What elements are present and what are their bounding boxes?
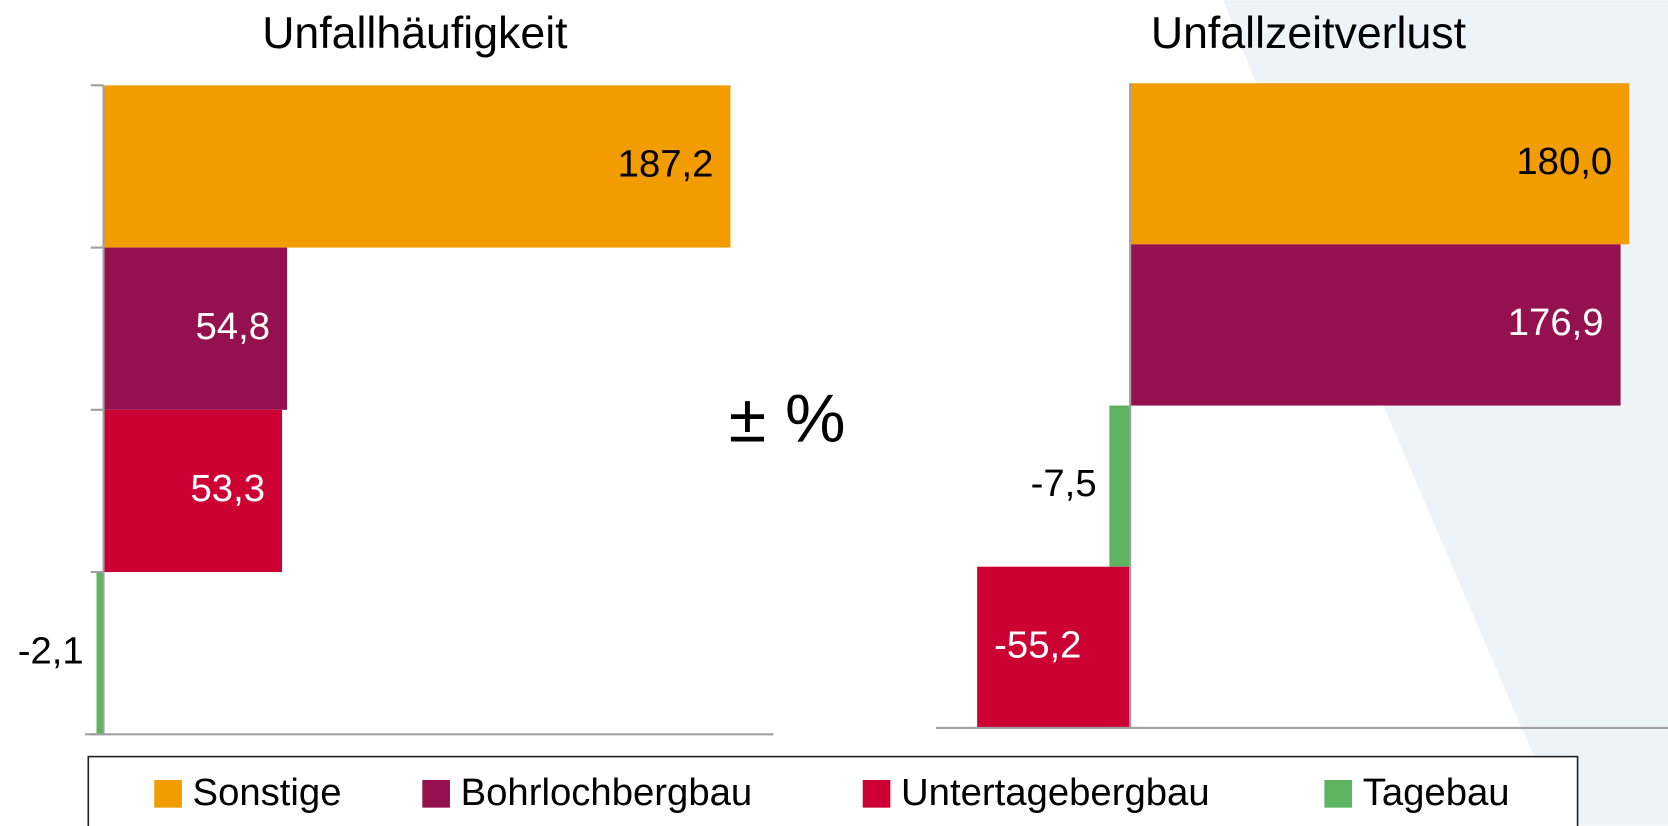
bar xyxy=(96,572,104,735)
charts: 187,2 54,8 53,3 -2,1 180,0 176,9 -7,5 -55,2 xyxy=(18,83,1668,736)
bar xyxy=(1109,405,1131,567)
bar xyxy=(977,566,1131,728)
legend-swatch xyxy=(1324,780,1353,808)
value-label: 187,2 xyxy=(618,143,714,186)
chart-title: Unfallzeitverlust xyxy=(1151,9,1467,58)
legend-label: Bohrlochbergbau xyxy=(461,771,753,814)
legend-swatch xyxy=(862,780,891,808)
value-label: 53,3 xyxy=(190,467,265,510)
value-label: 54,8 xyxy=(196,305,271,348)
legend-label: Sonstige xyxy=(193,771,342,814)
annotation: ± % xyxy=(729,381,846,457)
bar xyxy=(103,409,283,573)
value-label: -55,2 xyxy=(994,623,1081,666)
legend-swatch xyxy=(422,780,450,808)
bar xyxy=(1130,244,1621,406)
bar xyxy=(103,85,731,248)
legend: Sonstige Bohrlochbergbau Untertagebergbau T… xyxy=(154,771,1510,814)
bar xyxy=(1130,83,1630,245)
value-label: -7,5 xyxy=(1031,462,1097,505)
value-label: 176,9 xyxy=(1508,301,1604,344)
value-label: -2,1 xyxy=(18,629,84,672)
value-label: 180,0 xyxy=(1516,140,1612,183)
legend-label: Tagebau xyxy=(1363,771,1510,814)
bar xyxy=(103,247,288,410)
legend-swatch xyxy=(154,780,182,808)
legend-label: Untertagebergbau xyxy=(901,771,1210,814)
chart-title: Unfallhäufigkeit xyxy=(262,9,568,58)
